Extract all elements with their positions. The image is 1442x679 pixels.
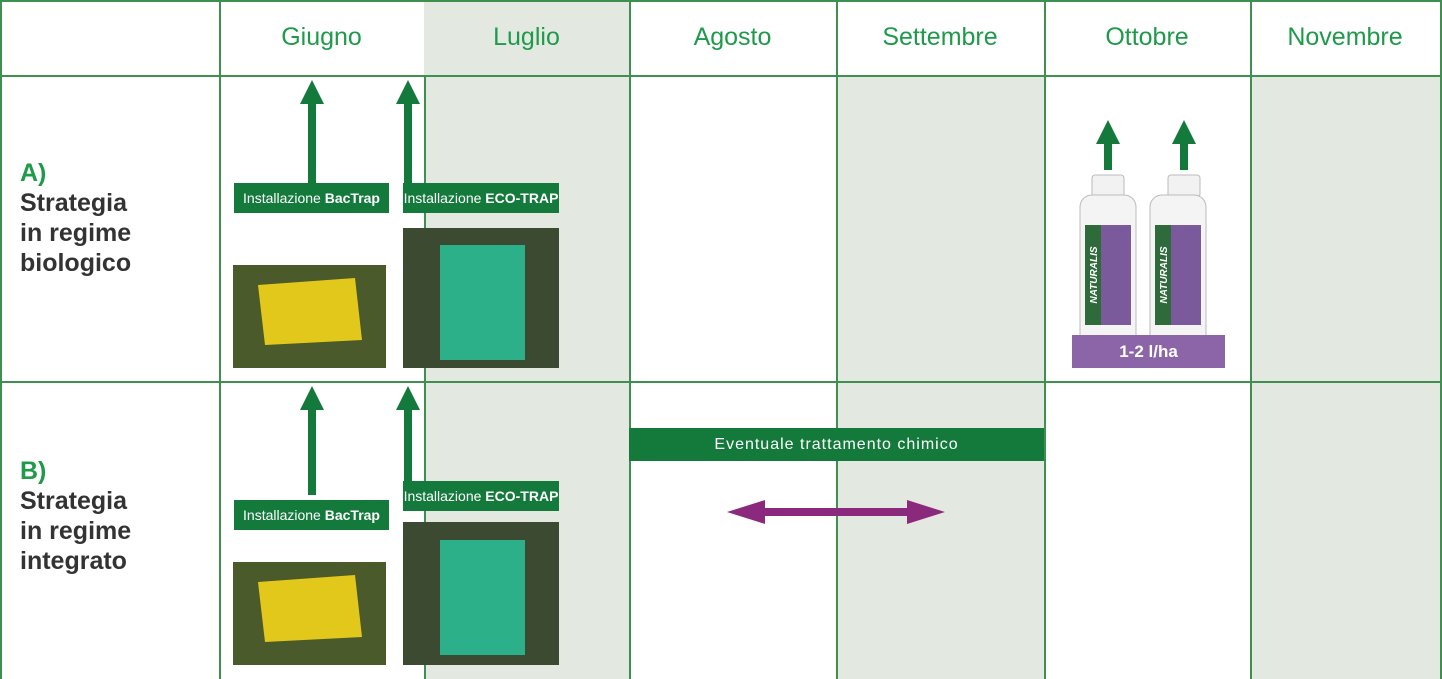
bottle-label [1085,225,1101,325]
dose-label: 1-2 l/ha [1072,335,1225,368]
bottle-cap [1091,174,1125,198]
row-label-line: integrato [20,547,127,575]
trap-name: ECO-TRAP [485,488,559,504]
row-label: B) Strategia in regime integrato [20,456,131,576]
trap-photos [233,228,559,665]
trap-label: Installazione ECO-TRAP [403,481,559,511]
grid-line [0,0,1442,2]
trap-prefix: Installazione [403,488,482,504]
treatment-bar: Eventuale trattamento chimico [629,428,1044,461]
trap-label: Installazione BacTrap [234,500,389,530]
grid-line [0,75,1442,77]
double-arrow [727,500,945,524]
grid-line [0,0,2,679]
row-label-line: Strategia [20,189,127,217]
trap-name: BacTrap [324,507,380,523]
trap-prefix: Installazione [403,190,482,206]
column-shade [1250,75,1442,679]
row-label-line: in regime [20,219,132,247]
row-letter: A) [20,159,47,187]
trap-prefix: Installazione [243,507,321,523]
grid-line [1250,0,1252,679]
month-header: Giugno [281,23,362,51]
brand: NATURALIS [1089,246,1100,303]
row-label-line: Strategia [20,487,127,515]
month-header: Ottobre [1105,23,1189,51]
trap-name: ECO-TRAP [485,190,559,206]
bottle-cap [1167,174,1201,198]
trap-label: Installazione BacTrap [234,183,389,213]
month-header: Novembre [1287,23,1403,51]
photo-trap [258,575,362,642]
grid-line [424,75,426,679]
row-letter: B) [20,457,47,485]
month-header: Agosto [693,23,772,51]
photo-trap [440,540,525,655]
row-label-line: biologico [20,249,132,277]
bottles: NATURALIS NATURALIS [1079,174,1207,351]
grid-line [1440,0,1442,679]
month-header: Luglio [493,23,560,51]
brand: NATURALIS [1159,246,1170,303]
trap-name: BacTrap [324,190,380,206]
grid-line [0,381,1442,383]
row-label-line: in regime [20,517,132,545]
bottle-label [1155,225,1171,325]
grid-line [1044,0,1046,679]
grid-line [219,0,221,679]
photo-trap [440,245,525,360]
grid-line [629,0,631,679]
trap-label: Installazione ECO-TRAP [403,183,559,213]
trap-prefix: Installazione [243,190,321,206]
grid-line [836,0,838,679]
column-shade [836,75,1044,679]
month-header: Settembre [882,23,998,51]
row-label: A) Strategia in regime biologico [20,158,131,278]
arrow-group [300,80,1196,495]
photo-trap [258,278,362,345]
